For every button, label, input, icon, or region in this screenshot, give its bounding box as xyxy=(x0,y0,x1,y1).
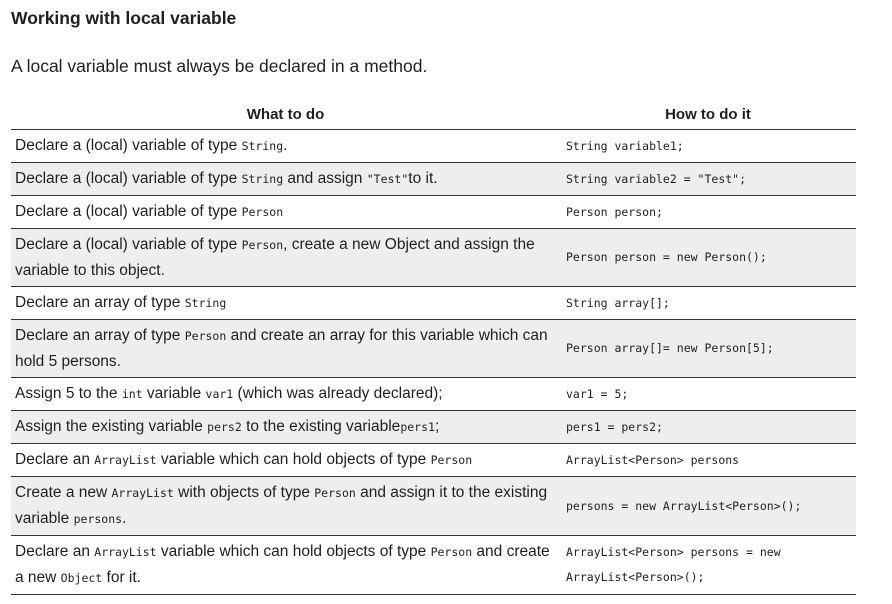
how-to-do-it-cell: pers1 = pers2; xyxy=(560,410,856,444)
inline-code: Person xyxy=(430,453,473,467)
code-line: Person person; xyxy=(566,204,663,219)
cell-text: , create a new Object and assign the var… xyxy=(15,236,535,279)
inline-code: pers1 xyxy=(400,420,435,434)
how-to-do-it-cell: String variable2 = "Test"; xyxy=(560,162,856,196)
cell-text: to it. xyxy=(408,170,438,187)
what-to-do-cell: Declare an array of type Person and crea… xyxy=(11,319,560,378)
cell-text: and create a new xyxy=(15,543,550,586)
cell-text: Declare a (local) variable of type xyxy=(15,170,242,187)
table-header-row: What to do How to do it xyxy=(11,99,856,130)
table-row: Declare an array of type Person and crea… xyxy=(11,319,856,378)
table-row: Declare a (local) variable of type Perso… xyxy=(11,228,856,287)
code-line: Person array[]= new Person[5]; xyxy=(566,341,774,355)
inline-code: Person xyxy=(241,205,284,219)
what-to-do-cell: Declare a (local) variable of type Strin… xyxy=(11,129,560,163)
what-to-do-cell: Declare an ArrayList variable which can … xyxy=(11,443,560,477)
inline-code: pers2 xyxy=(207,420,242,434)
cell-text: and assign it to the existing variable xyxy=(15,484,548,527)
cell-text: and assign xyxy=(283,170,367,187)
cell-text: . xyxy=(283,137,288,154)
what-to-do-cell: Declare an ArrayList variable which can … xyxy=(11,535,560,595)
cell-text: variable which can hold objects of type xyxy=(156,451,431,468)
cell-text: (which was already declared); xyxy=(233,385,443,402)
code-line: Person person = new Person(); xyxy=(566,250,767,264)
cell-text: Create a new xyxy=(15,484,112,501)
how-to-do-it-cell: Person person = new Person(); xyxy=(560,228,856,287)
table-body: Declare a (local) variable of type Strin… xyxy=(11,129,856,595)
inline-code: Person xyxy=(241,238,284,252)
how-to-do-it-cell: String variable1; xyxy=(560,129,856,163)
code-line: String variable2 = "Test"; xyxy=(566,171,747,186)
cell-text: variable xyxy=(142,385,206,402)
cell-text: ; xyxy=(434,418,440,435)
inline-code: String xyxy=(184,296,227,310)
how-to-do-it-cell: persons = new ArrayList<Person>(); xyxy=(560,476,856,536)
header-what-to-do: What to do xyxy=(11,99,560,130)
cell-text: for it. xyxy=(102,569,141,586)
how-to-do-it-cell: String array[]; xyxy=(560,286,856,320)
cell-text: with objects of type xyxy=(173,484,315,501)
table-row: Declare a (local) variable of type Strin… xyxy=(11,162,856,196)
how-to-do-it-cell: ArrayList<Person> persons xyxy=(560,443,856,477)
inline-code: persons xyxy=(73,512,123,526)
code-line: String array[]; xyxy=(566,295,670,310)
what-to-do-cell: Declare a (local) variable of type Perso… xyxy=(11,228,560,287)
code-line: ArrayList<Person> persons = new xyxy=(566,545,781,559)
cell-text: Declare a (local) variable of type xyxy=(15,137,242,154)
table-row: Create a new ArrayList with objects of t… xyxy=(11,476,856,536)
cell-text: Declare an xyxy=(15,543,95,560)
inline-code: Person xyxy=(184,329,227,343)
cell-text: Assign the existing variable xyxy=(15,418,208,435)
what-to-do-cell: Declare a (local) variable of type Perso… xyxy=(11,195,560,229)
inline-code: Person xyxy=(430,545,473,559)
what-to-do-cell: Declare an array of type String xyxy=(11,286,560,320)
what-to-do-cell: Declare a (local) variable of type Strin… xyxy=(11,162,560,196)
cell-text: Declare a (local) variable of type xyxy=(15,203,242,220)
code-line: var1 = 5; xyxy=(566,386,629,401)
inline-code: "Test" xyxy=(366,172,409,186)
code-line: pers1 = pers2; xyxy=(566,419,663,434)
inline-code: String xyxy=(241,139,284,153)
code-line: String variable1; xyxy=(566,138,684,153)
what-to-do-cell: Assign the existing variable pers2 to th… xyxy=(11,410,560,444)
inline-code: ArrayList xyxy=(111,486,174,500)
table-row: Assign the existing variable pers2 to th… xyxy=(11,410,856,444)
code-line: ArrayList<Person>(); xyxy=(566,570,705,584)
code-line: ArrayList<Person> persons xyxy=(566,452,740,467)
inline-code: ArrayList xyxy=(94,545,157,559)
what-to-do-cell: Create a new ArrayList with objects of t… xyxy=(11,476,560,536)
cell-text: . xyxy=(122,510,127,527)
cell-text: Assign 5 to the xyxy=(15,385,122,402)
inline-code: ArrayList xyxy=(94,453,157,467)
inline-code: String xyxy=(241,172,284,186)
cell-text: to the existing variable xyxy=(241,418,401,435)
inline-code: Object xyxy=(60,571,103,585)
cell-text: Declare an array of type xyxy=(15,294,185,311)
cell-text: Declare an array of type xyxy=(15,327,185,344)
variables-table: What to do How to do it Declare a (local… xyxy=(11,99,856,595)
cell-text: variable which can hold objects of type xyxy=(156,543,431,560)
inline-code: Person xyxy=(314,486,356,500)
table-row: Declare an ArrayList variable which can … xyxy=(11,443,856,477)
intro-text: A local variable must always be declared… xyxy=(11,56,428,76)
table-row: Assign 5 to the int variable var1 (which… xyxy=(11,377,856,411)
how-to-do-it-cell: ArrayList<Person> persons = new ArrayList… xyxy=(560,535,856,595)
table-row: Declare a (local) variable of type Strin… xyxy=(11,129,856,163)
code-line: persons = new ArrayList<Person>(); xyxy=(566,498,802,513)
header-how-to-do-it: How to do it xyxy=(560,99,856,130)
cell-text: Declare a (local) variable of type xyxy=(15,236,242,253)
how-to-do-it-cell: Person array[]= new Person[5]; xyxy=(560,319,856,378)
cell-text: Declare an xyxy=(15,451,95,468)
inline-code: var1 xyxy=(205,387,234,401)
cell-text: and create an array for this variable wh… xyxy=(15,327,548,370)
table-row: Declare an array of type String String ar… xyxy=(11,286,856,320)
page-title: Working with local variable xyxy=(11,8,237,28)
what-to-do-cell: Assign 5 to the int variable var1 (which… xyxy=(11,377,560,411)
table-row: Declare a (local) variable of type Perso… xyxy=(11,195,856,229)
table-row: Declare an ArrayList variable which can … xyxy=(11,535,856,595)
how-to-do-it-cell: Person person; xyxy=(560,195,856,229)
how-to-do-it-cell: var1 = 5; xyxy=(560,377,856,411)
inline-code: int xyxy=(121,387,143,401)
